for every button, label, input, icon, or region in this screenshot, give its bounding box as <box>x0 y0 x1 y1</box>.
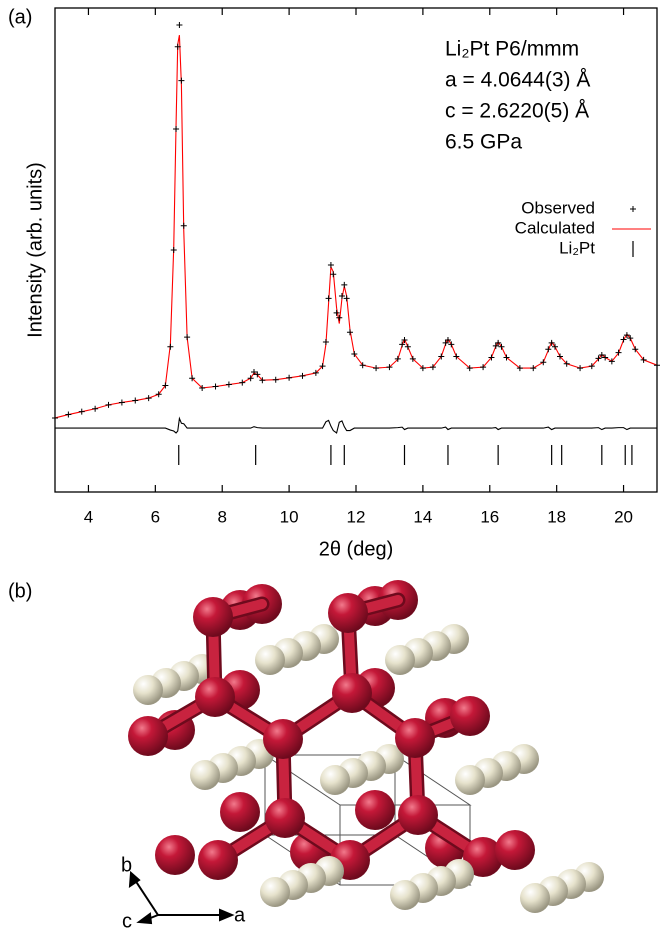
observed-point <box>577 365 583 371</box>
li-atom <box>190 760 220 790</box>
observed-point <box>654 362 660 368</box>
panel-label: (b) <box>8 580 32 602</box>
observed-point <box>79 409 85 415</box>
observed-point <box>545 346 551 352</box>
legend-label: Observed <box>521 198 595 217</box>
axis-label-c: c <box>122 910 132 931</box>
x-tick-label: 10 <box>280 507 299 526</box>
observed-point <box>336 315 342 321</box>
observed-point <box>52 415 58 421</box>
annotation: 6.5 GPa <box>445 131 522 154</box>
observed-point <box>106 402 112 408</box>
observed-point <box>213 383 219 389</box>
observed-point <box>448 341 454 347</box>
x-tick-label: 6 <box>151 507 160 526</box>
observed-point <box>178 78 184 84</box>
li-atom <box>260 877 290 907</box>
legend-label: Li₂Pt <box>559 238 595 257</box>
li-atom <box>320 765 350 795</box>
li-atom <box>520 883 550 913</box>
pt-atom <box>193 597 233 637</box>
pt-atom <box>265 798 305 838</box>
annotation: Li₂Pt P6/mmm <box>445 38 579 61</box>
observed-point <box>530 365 536 371</box>
pt-atom <box>395 718 435 758</box>
pt-atom <box>220 792 260 832</box>
x-tick-label: 14 <box>413 507 432 526</box>
observed-point <box>273 377 279 383</box>
observed-point <box>373 365 379 371</box>
observed-point <box>330 271 336 277</box>
observed-point <box>299 373 305 379</box>
pt-atom <box>155 835 195 875</box>
observed-point <box>323 339 329 345</box>
observed-point <box>167 344 173 350</box>
observed-point <box>616 350 622 356</box>
observed-point <box>405 344 411 350</box>
li-atom <box>255 645 285 675</box>
observed-point <box>540 359 546 365</box>
observed-point <box>173 126 179 132</box>
observed-point <box>239 380 245 386</box>
observed-point <box>65 412 71 418</box>
difference-curve <box>55 418 657 433</box>
observed-point <box>248 375 254 381</box>
legend-symbol <box>630 206 636 212</box>
x-tick-label: 8 <box>217 507 226 526</box>
annotation: a = 4.0644(3) Å <box>445 69 590 92</box>
x-tick-label: 18 <box>547 507 566 526</box>
observed-point <box>181 223 187 229</box>
observed-point <box>92 406 98 412</box>
x-axis-label: 2θ (deg) <box>319 538 394 560</box>
pt-atom <box>195 677 235 717</box>
pt-atom <box>495 830 535 870</box>
pt-atom <box>128 716 168 756</box>
pt-atom <box>450 696 490 736</box>
observed-point <box>326 295 332 301</box>
panel-label: (a) <box>8 6 32 28</box>
observed-point <box>184 334 190 340</box>
x-tick-label: 12 <box>347 507 366 526</box>
axis-label-a: a <box>234 904 246 926</box>
pt-atom <box>355 790 395 830</box>
observed-point <box>286 375 292 381</box>
pt-atom <box>398 795 438 835</box>
observed-point <box>347 329 353 335</box>
pt-atom <box>198 840 238 880</box>
li-atom <box>133 675 163 705</box>
observed-point <box>119 399 125 405</box>
li-atom <box>455 765 485 795</box>
axis-label-b: b <box>121 854 132 876</box>
observed-point <box>328 262 334 268</box>
x-tick-label: 20 <box>614 507 633 526</box>
observed-point <box>341 282 347 288</box>
li-atom <box>390 880 420 910</box>
x-tick-label: 16 <box>480 507 499 526</box>
figure: (a) 2θ (deg) Intensity (arb. units) (b) … <box>0 0 669 931</box>
observed-point <box>132 398 138 404</box>
annotation: c = 2.6220(5) Å <box>445 100 589 123</box>
observed-point <box>176 22 182 28</box>
pt-atom <box>263 719 303 759</box>
pt-atom <box>332 673 372 713</box>
x-tick-label: 4 <box>84 507 93 526</box>
y-axis-label: Intensity (arb. units) <box>24 162 46 338</box>
observed-point <box>171 247 177 253</box>
observed-point <box>334 310 340 316</box>
page: (a) 2θ (deg) Intensity (arb. units) (b) … <box>0 0 669 936</box>
observed-point <box>226 382 232 388</box>
li-atom <box>385 645 415 675</box>
legend-label: Calculated <box>515 218 595 237</box>
axis-triad <box>130 873 232 923</box>
observed-point <box>146 395 152 401</box>
pt-atom <box>328 593 368 633</box>
crystal-structure: (b) <box>8 580 604 913</box>
